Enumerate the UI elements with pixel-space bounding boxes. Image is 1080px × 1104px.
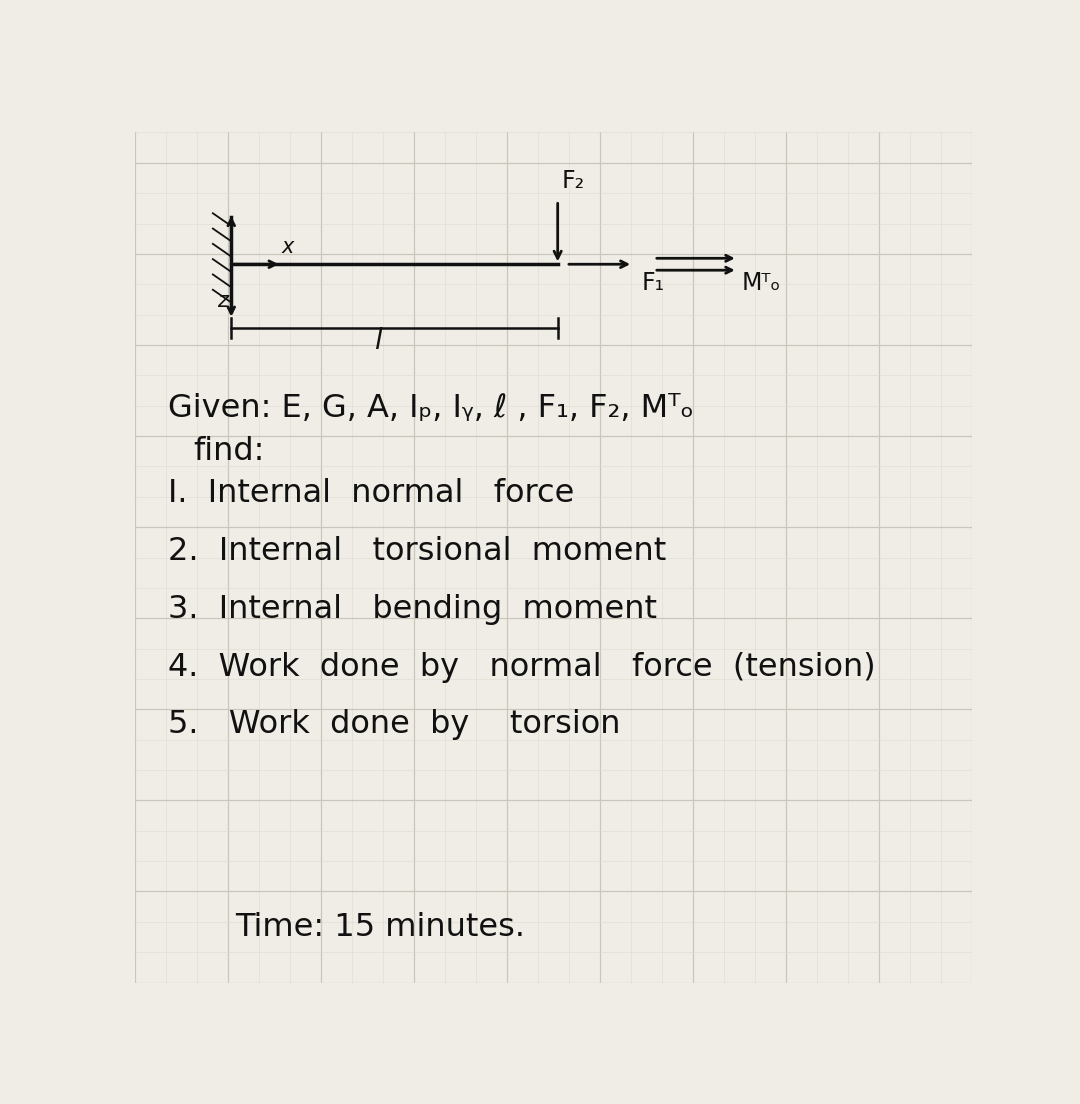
Text: F₂: F₂ xyxy=(562,169,585,193)
Text: find:: find: xyxy=(193,436,265,467)
Text: 5.   Work  done  by    torsion: 5. Work done by torsion xyxy=(168,710,621,741)
Text: F₁: F₁ xyxy=(642,270,664,295)
Text: I.  Internal  normal   force: I. Internal normal force xyxy=(168,478,575,509)
Text: 2.  Internal   torsional  moment: 2. Internal torsional moment xyxy=(168,537,666,567)
Text: Given: E, G, A, Iₚ, Iᵧ, ℓ , F₁, F₂, Mᵀₒ: Given: E, G, A, Iₚ, Iᵧ, ℓ , F₁, F₂, Mᵀₒ xyxy=(168,393,694,424)
Text: x: x xyxy=(282,237,294,257)
Text: 4.  Work  done  by   normal   force  (tension): 4. Work done by normal force (tension) xyxy=(168,651,876,682)
Text: Mᵀₒ: Mᵀₒ xyxy=(742,270,781,295)
Text: l: l xyxy=(374,327,381,355)
Text: Time: 15 minutes.: Time: 15 minutes. xyxy=(235,912,526,943)
Text: z: z xyxy=(217,290,228,310)
Text: 3.  Internal   bending  moment: 3. Internal bending moment xyxy=(168,594,658,625)
